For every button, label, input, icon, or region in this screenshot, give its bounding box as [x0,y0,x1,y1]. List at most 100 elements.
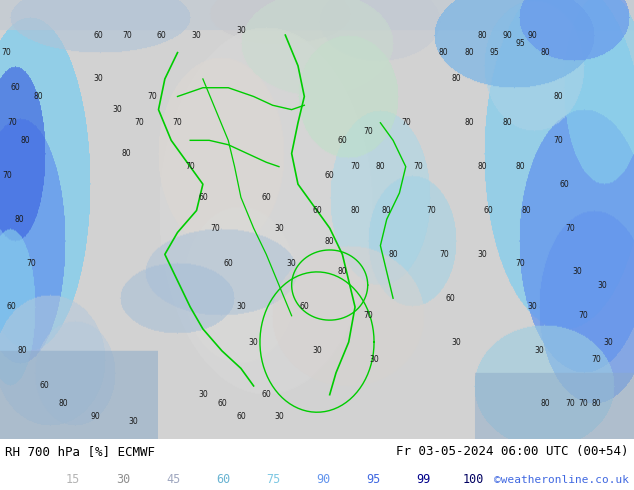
Text: Fr 03-05-2024 06:00 UTC (00+54): Fr 03-05-2024 06:00 UTC (00+54) [396,445,629,458]
Text: 90: 90 [90,412,100,421]
Text: 30: 30 [604,338,614,346]
Text: 80: 80 [375,162,385,171]
Text: 90: 90 [527,30,538,40]
Text: 80: 80 [477,162,487,171]
Text: 70: 70 [185,162,195,171]
Text: 30: 30 [451,338,462,346]
Text: 30: 30 [236,302,246,312]
Text: 95: 95 [366,473,380,486]
Text: 60: 60 [261,193,271,202]
Text: 60: 60 [216,473,230,486]
Text: 80: 80 [17,346,27,355]
Text: 70: 70 [172,118,183,127]
Text: 80: 80 [591,399,601,408]
Text: 70: 70 [134,118,145,127]
Text: 60: 60 [198,193,208,202]
Text: 70: 70 [591,355,601,364]
Text: 30: 30 [477,250,487,259]
Text: 15: 15 [66,473,80,486]
Text: 70: 70 [439,250,449,259]
Text: 60: 60 [157,30,167,40]
Text: 30: 30 [274,412,284,421]
Text: 60: 60 [337,136,347,145]
Text: 30: 30 [249,338,259,346]
Text: 60: 60 [325,171,335,180]
Text: 70: 70 [401,118,411,127]
Text: 70: 70 [578,311,588,320]
Text: 80: 80 [33,92,43,101]
Text: 70: 70 [8,118,18,127]
Text: 80: 80 [382,206,392,215]
Text: 80: 80 [451,74,462,83]
Text: 60: 60 [217,399,227,408]
Text: 30: 30 [112,105,122,114]
Text: 70: 70 [363,127,373,136]
Text: 60: 60 [559,180,569,189]
Text: 70: 70 [566,223,576,233]
Text: 70: 70 [515,259,525,268]
Text: 70: 70 [553,136,563,145]
Text: 80: 80 [502,118,512,127]
Text: ©weatheronline.co.uk: ©weatheronline.co.uk [494,475,629,485]
Text: 70: 70 [363,311,373,320]
Text: 70: 70 [210,223,221,233]
Text: 80: 80 [350,206,360,215]
Text: 80: 80 [464,118,474,127]
Text: 30: 30 [191,30,202,40]
Text: 60: 60 [483,206,493,215]
Text: 30: 30 [274,223,284,233]
Text: 80: 80 [540,48,550,57]
Text: 60: 60 [261,390,271,399]
Text: 70: 70 [566,399,576,408]
Text: 60: 60 [236,412,246,421]
Text: 30: 30 [198,390,208,399]
Text: 90: 90 [316,473,330,486]
Text: 30: 30 [369,355,379,364]
Text: 70: 70 [350,162,360,171]
Text: 80: 80 [388,250,398,259]
Text: 70: 70 [426,206,436,215]
Text: 45: 45 [166,473,180,486]
Text: 30: 30 [534,346,544,355]
Text: 90: 90 [502,30,512,40]
Text: 80: 80 [337,268,347,276]
Text: 80: 80 [325,237,335,245]
Text: 30: 30 [236,26,246,35]
Text: 95: 95 [515,39,525,49]
Text: 30: 30 [128,416,138,425]
Text: 30: 30 [312,346,322,355]
Text: 60: 60 [445,294,455,303]
Text: 70: 70 [413,162,424,171]
Text: 99: 99 [417,473,430,486]
Text: 30: 30 [116,473,130,486]
Text: 60: 60 [299,302,309,312]
Text: 80: 80 [20,136,30,145]
Text: 30: 30 [527,302,538,312]
Text: 80: 80 [439,48,449,57]
Text: 80: 80 [553,92,563,101]
Text: 60: 60 [93,30,103,40]
Text: 95: 95 [489,48,500,57]
Text: RH 700 hPa [%] ECMWF: RH 700 hPa [%] ECMWF [5,445,155,458]
Text: 60: 60 [11,83,21,92]
Text: 80: 80 [521,206,531,215]
Text: 80: 80 [515,162,525,171]
Text: 80: 80 [14,215,24,224]
Text: 80: 80 [477,30,487,40]
Text: 70: 70 [578,399,588,408]
Text: 60: 60 [6,302,16,312]
Text: 75: 75 [266,473,280,486]
Text: 80: 80 [122,149,132,158]
Text: 30: 30 [93,74,103,83]
Text: 70: 70 [3,171,13,180]
Text: 30: 30 [287,259,297,268]
Text: 80: 80 [540,399,550,408]
Text: 100: 100 [463,473,484,486]
Text: 70: 70 [122,30,132,40]
Text: 70: 70 [1,48,11,57]
Text: 60: 60 [312,206,322,215]
Text: 70: 70 [147,92,157,101]
Text: 60: 60 [223,259,233,268]
Text: 30: 30 [597,281,607,290]
Text: 30: 30 [572,268,582,276]
